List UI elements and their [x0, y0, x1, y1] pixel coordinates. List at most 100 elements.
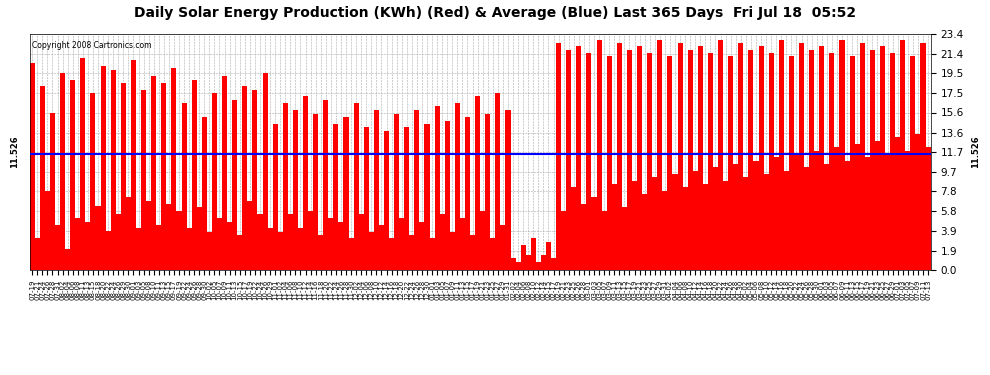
Bar — [141, 90, 147, 270]
Bar — [55, 225, 60, 270]
Bar — [85, 222, 90, 270]
Bar — [460, 217, 465, 270]
Bar — [541, 255, 545, 270]
Bar — [440, 214, 445, 270]
Bar — [116, 214, 121, 270]
Bar — [926, 147, 931, 270]
Bar — [825, 164, 830, 270]
Bar — [516, 262, 521, 270]
Bar — [789, 56, 794, 270]
Bar — [495, 93, 500, 270]
Bar — [40, 86, 45, 270]
Bar — [126, 197, 131, 270]
Bar — [384, 130, 389, 270]
Bar — [227, 222, 232, 270]
Bar — [652, 177, 657, 270]
Bar — [131, 60, 136, 270]
Bar — [70, 80, 75, 270]
Bar — [404, 127, 409, 270]
Bar — [207, 232, 212, 270]
Bar — [627, 50, 632, 270]
Bar — [921, 43, 926, 270]
Bar — [875, 141, 880, 270]
Bar — [885, 154, 890, 270]
Text: 11.526: 11.526 — [10, 136, 19, 168]
Bar — [531, 238, 536, 270]
Bar — [794, 154, 799, 270]
Bar — [409, 235, 415, 270]
Bar — [192, 80, 197, 270]
Text: Daily Solar Energy Production (KWh) (Red) & Average (Blue) Last 365 Days  Fri Ju: Daily Solar Energy Production (KWh) (Red… — [134, 6, 856, 20]
Bar — [916, 134, 921, 270]
Bar — [748, 50, 753, 270]
Bar — [612, 184, 617, 270]
Bar — [243, 86, 248, 270]
Bar — [222, 76, 227, 270]
Bar — [758, 46, 763, 270]
Bar — [895, 137, 900, 270]
Bar — [45, 191, 50, 270]
Bar — [181, 104, 186, 270]
Bar — [870, 50, 875, 270]
Bar — [682, 187, 688, 270]
Bar — [288, 214, 293, 270]
Bar — [197, 207, 202, 270]
Bar — [561, 211, 566, 270]
Bar — [232, 100, 238, 270]
Bar — [339, 222, 344, 270]
Bar — [329, 217, 334, 270]
Bar — [647, 53, 652, 270]
Bar — [176, 211, 181, 270]
Bar — [475, 96, 480, 270]
Bar — [820, 46, 825, 270]
Bar — [632, 181, 637, 270]
Bar — [643, 194, 647, 270]
Bar — [622, 207, 627, 270]
Bar — [571, 187, 576, 270]
Bar — [597, 40, 602, 270]
Bar — [576, 46, 581, 270]
Bar — [637, 46, 643, 270]
Bar — [75, 217, 80, 270]
Bar — [688, 50, 693, 270]
Bar — [849, 56, 854, 270]
Bar — [80, 58, 85, 270]
Bar — [248, 201, 252, 270]
Bar — [283, 104, 288, 270]
Bar — [809, 50, 814, 270]
Bar — [840, 40, 844, 270]
Bar — [865, 157, 870, 270]
Bar — [480, 211, 485, 270]
Bar — [506, 111, 511, 270]
Bar — [318, 235, 324, 270]
Bar — [545, 242, 551, 270]
Bar — [212, 93, 217, 270]
Text: 11.526: 11.526 — [971, 136, 980, 168]
Bar — [358, 214, 363, 270]
Bar — [90, 93, 95, 270]
Bar — [313, 114, 318, 270]
Bar — [667, 56, 672, 270]
Bar — [470, 235, 475, 270]
Bar — [835, 147, 840, 270]
Bar — [830, 53, 835, 270]
Bar — [425, 124, 430, 270]
Bar — [303, 96, 308, 270]
Bar — [293, 111, 298, 270]
Bar — [677, 43, 682, 270]
Bar — [217, 217, 222, 270]
Bar — [136, 228, 141, 270]
Bar — [607, 56, 612, 270]
Bar — [693, 171, 698, 270]
Bar — [911, 56, 916, 270]
Bar — [900, 40, 905, 270]
Bar — [445, 121, 449, 270]
Bar — [617, 43, 622, 270]
Bar — [202, 117, 207, 270]
Bar — [238, 235, 243, 270]
Bar — [156, 225, 161, 270]
Bar — [454, 104, 460, 270]
Bar — [708, 53, 713, 270]
Text: Copyright 2008 Cartronics.com: Copyright 2008 Cartronics.com — [33, 41, 151, 50]
Bar — [324, 100, 329, 270]
